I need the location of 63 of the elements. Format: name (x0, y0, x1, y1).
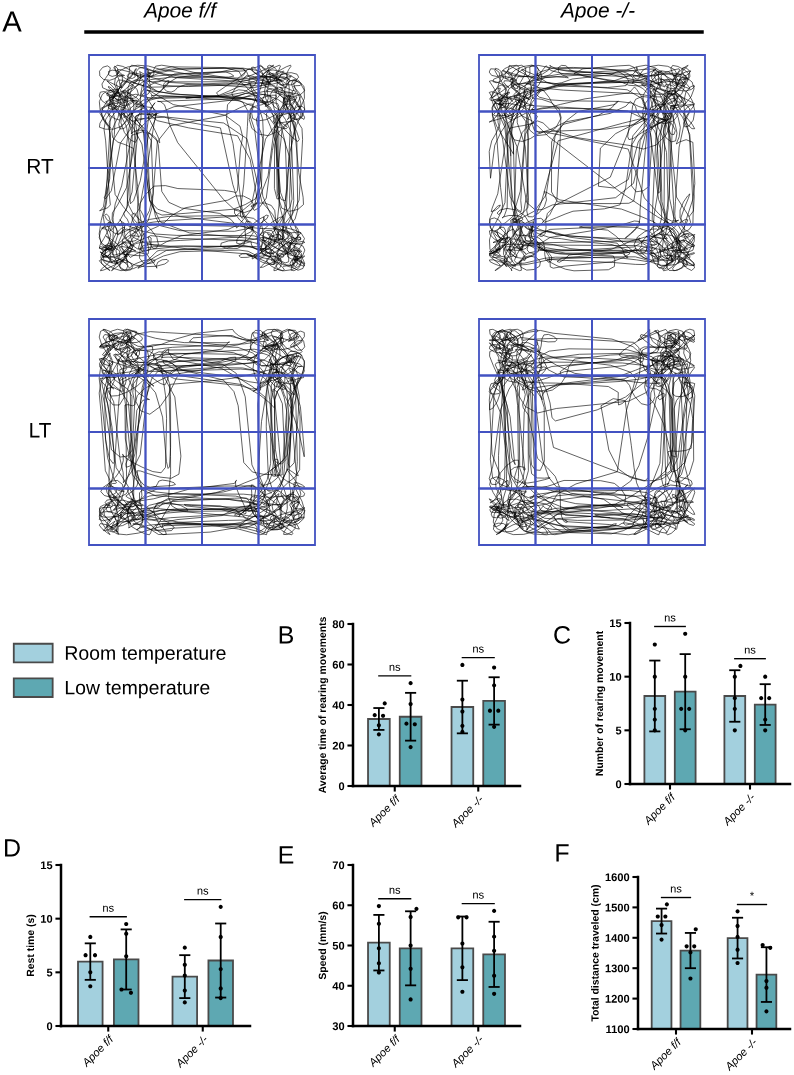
y-tick-label: 15 (41, 861, 53, 870)
bar (753, 703, 777, 784)
y-tick-label: 0 (338, 782, 345, 791)
y-tick-label: 1400 (605, 934, 630, 942)
y-axis-title: Average time of rearing movements (318, 617, 329, 794)
y-tick-label: 10 (610, 672, 622, 681)
bar (450, 706, 475, 786)
y-tick-label: 10 (41, 914, 53, 923)
bar (77, 960, 104, 1026)
y-axis-title: Total distance traveled (cm) (591, 885, 601, 1022)
text: A (2, 11, 22, 32)
bar (673, 690, 697, 784)
legend-label: Room temperature (65, 646, 226, 664)
bar (482, 700, 506, 786)
y-axis-title: Number of rearing movement (595, 630, 606, 776)
annotation: ns (744, 647, 756, 654)
y-axis-title: Speed (mm/s) (318, 911, 329, 980)
annotation: ns (389, 887, 401, 894)
annotation: ns (197, 888, 209, 895)
y-tick-label: 20 (332, 741, 345, 750)
bar (723, 695, 747, 784)
bar (171, 975, 198, 1026)
category-label: LT (30, 423, 51, 438)
annotation: ns (473, 892, 484, 899)
chart-title: B (279, 626, 294, 644)
chart-title: C (554, 626, 571, 644)
y-tick-label: 0 (46, 1022, 53, 1031)
y-tick-label: 70 (332, 861, 345, 870)
y-tick-label: 40 (332, 982, 345, 990)
chart-title: E (279, 846, 294, 864)
y-tick-label: 80 (332, 620, 345, 629)
chart-title: D (5, 839, 20, 857)
bar (643, 695, 667, 784)
annotation: ns (103, 905, 114, 912)
category-label: RT (28, 159, 54, 174)
chart-title: F (556, 844, 569, 862)
y-tick-label: 5 (46, 968, 53, 977)
y-tick-label: 15 (610, 619, 622, 628)
annotation: * (750, 891, 754, 896)
y-tick-label: 1200 (605, 994, 630, 1003)
y-tick-label: 50 (332, 941, 345, 950)
bar (367, 718, 391, 786)
text: ns (664, 615, 676, 622)
y-tick-label: 5 (615, 726, 622, 735)
y-tick-label: 60 (332, 901, 345, 910)
bar (207, 959, 234, 1026)
annotation: ns (389, 664, 401, 671)
annotation: ns (473, 646, 484, 653)
bar (113, 958, 140, 1026)
annotation: ns (670, 886, 682, 893)
bar (398, 715, 423, 786)
y-tick-label: 30 (332, 1022, 345, 1031)
y-tick-label: 1100 (606, 1025, 630, 1034)
y-tick-label: 0 (615, 780, 622, 789)
category-label: Apoe f/f (143, 2, 218, 22)
y-tick-label: 1300 (605, 964, 630, 973)
y-tick-label: 1600 (605, 873, 630, 882)
y-axis-title: Rest time (s) (26, 914, 37, 977)
y-tick-label: 60 (332, 660, 345, 669)
y-tick-label: 1500 (605, 903, 630, 912)
y-tick-label: 40 (332, 701, 345, 710)
legend-label: Low temperature (65, 680, 210, 699)
category-label: Apoe -/- (559, 2, 635, 22)
